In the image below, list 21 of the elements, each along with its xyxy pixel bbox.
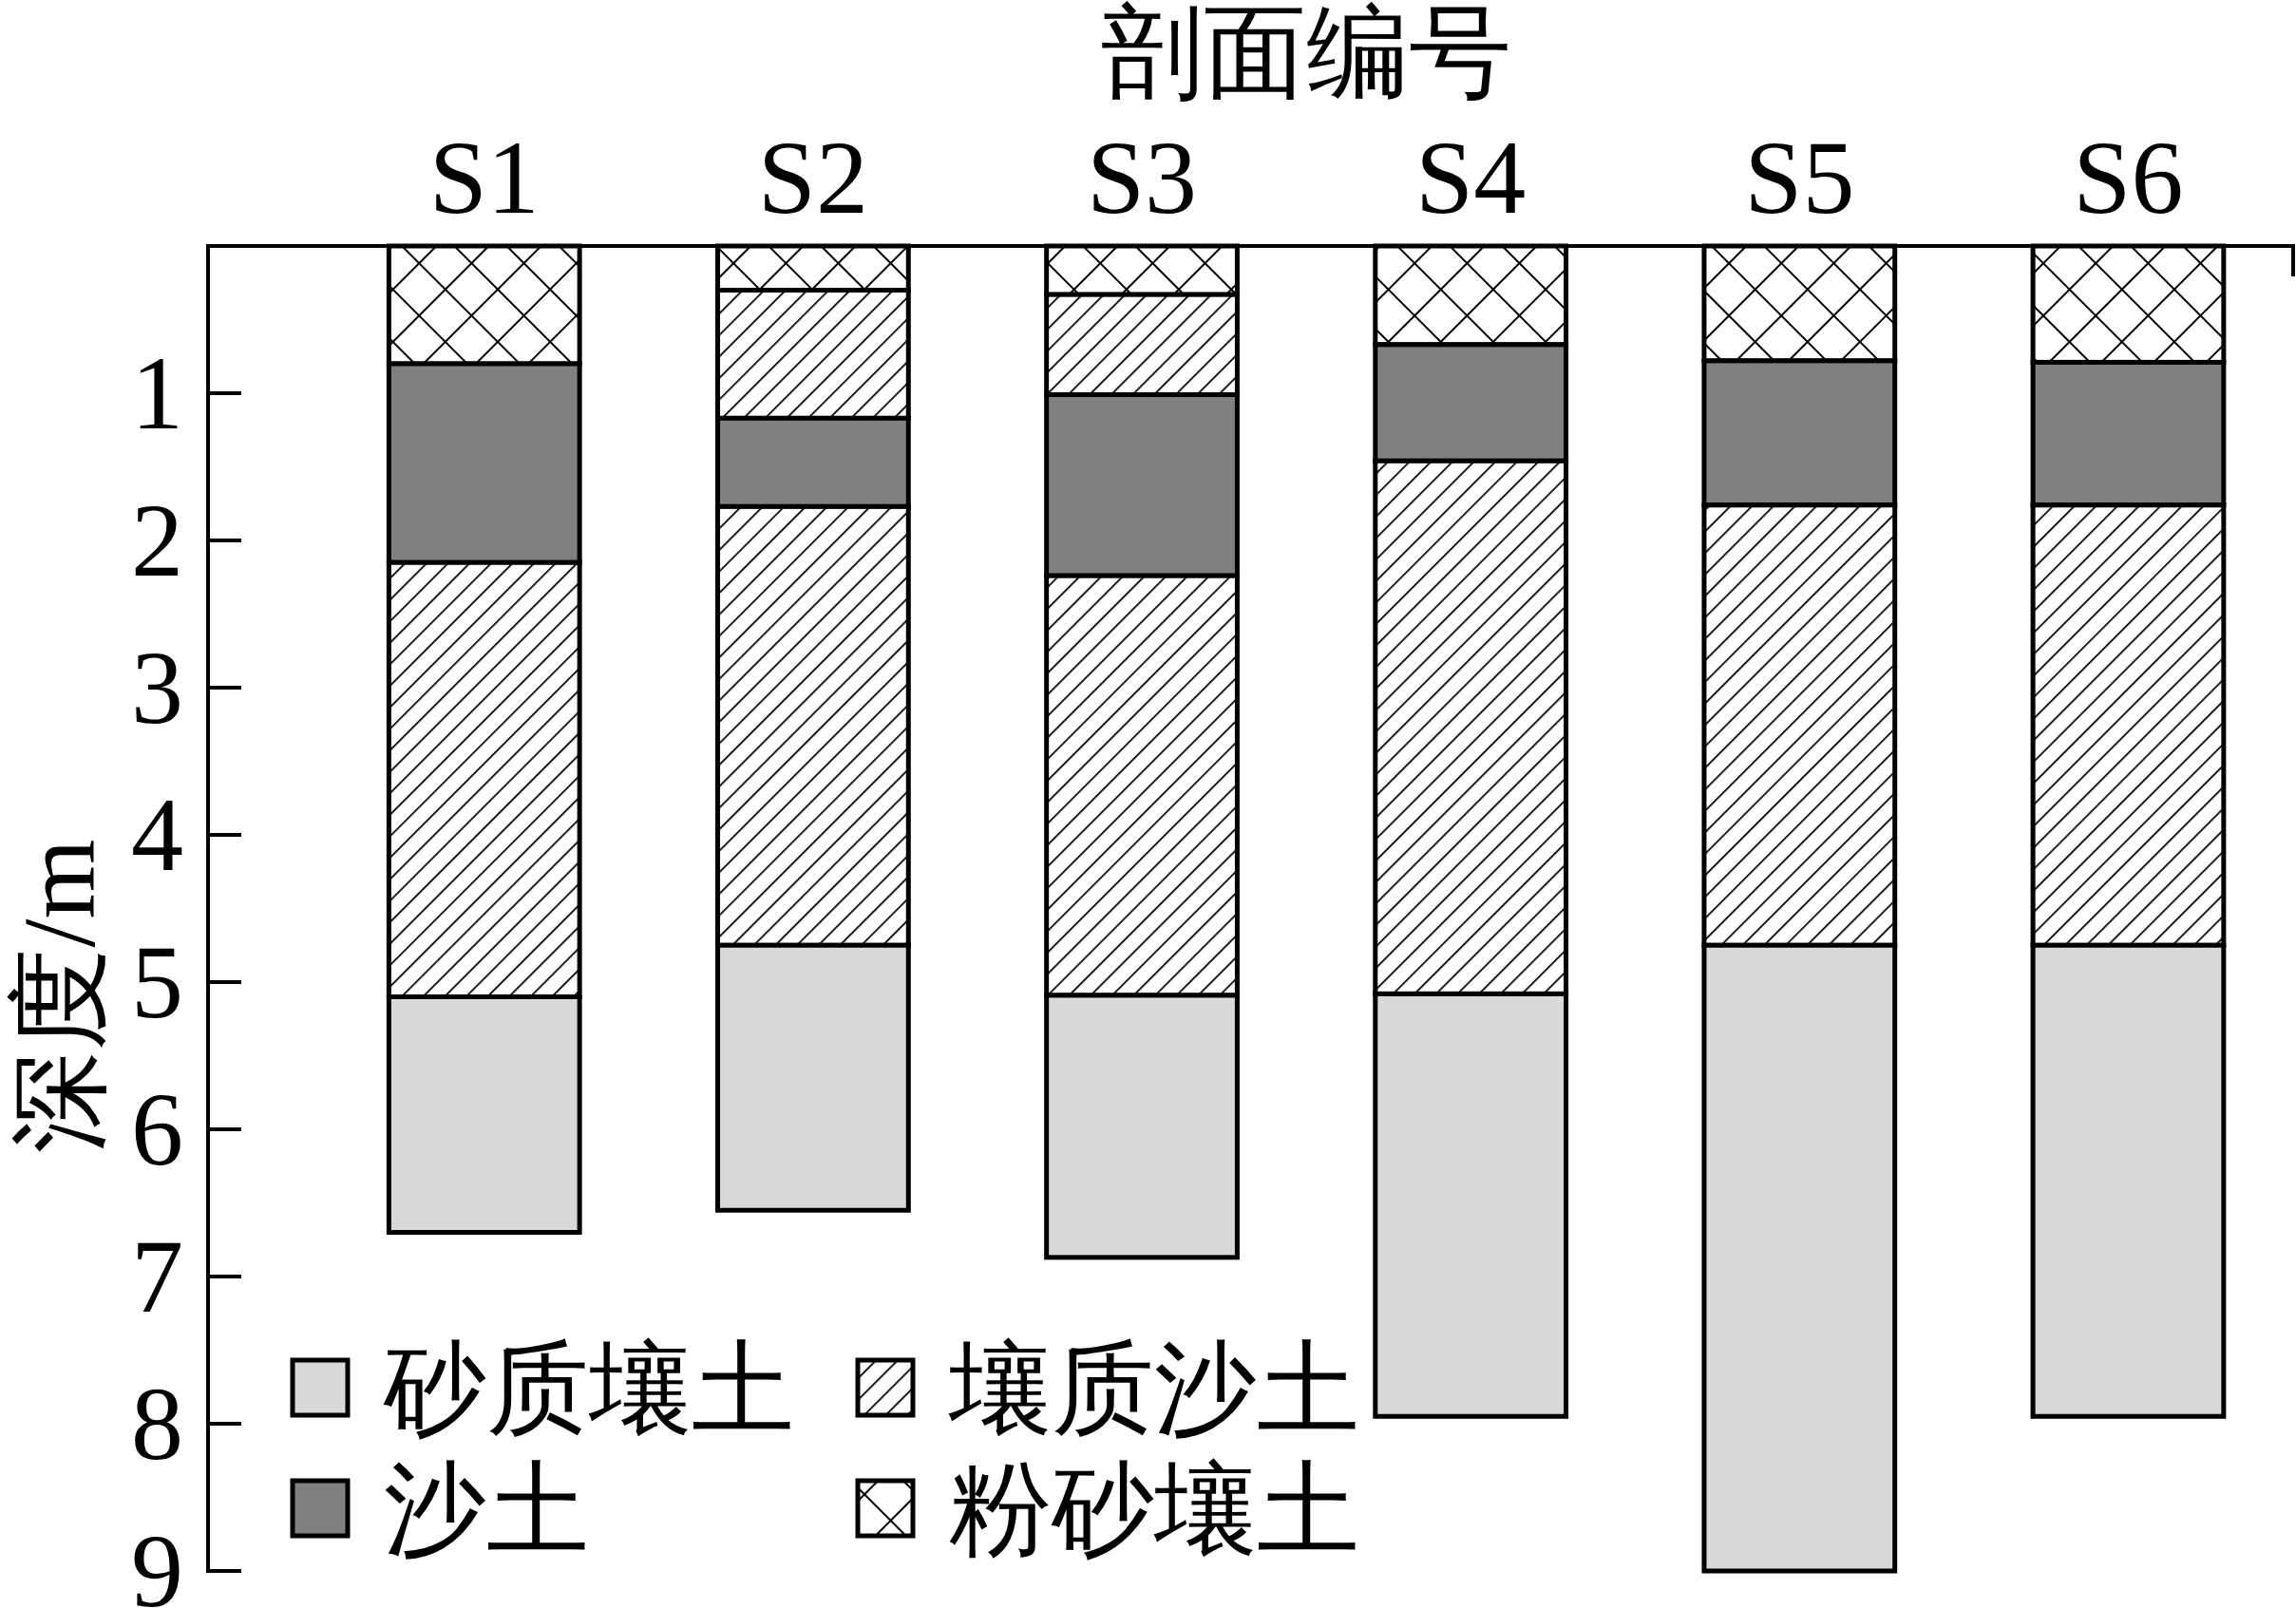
legend-label: 粉砂壤土: [949, 1453, 1359, 1566]
y-tick-label: 1: [131, 335, 183, 451]
x-tick-label: S2: [757, 120, 868, 236]
x-tick-label: S6: [2073, 120, 2184, 236]
y-axis-title: 深度/m: [2, 839, 116, 1153]
y-tick-label: 6: [131, 1071, 183, 1187]
y-tick-label: 8: [131, 1366, 183, 1482]
legend-label: 壤质沙土: [948, 1333, 1359, 1446]
y-tick-label: 5: [131, 924, 183, 1040]
legend-label: 砂质壤土: [383, 1333, 794, 1446]
y-tick-label: 3: [131, 630, 183, 746]
y-tick-label: 4: [131, 777, 183, 893]
x-tick-label: S1: [428, 120, 540, 236]
x-axis-title: 剖面编号: [1101, 0, 1512, 109]
y-tick-label: 2: [131, 482, 183, 598]
legend-label: 沙土: [384, 1453, 589, 1566]
x-tick-label: S3: [1086, 120, 1198, 236]
x-tick-label: S4: [1415, 120, 1527, 236]
y-tick-label: 7: [131, 1219, 183, 1334]
y-tick-label: 9: [131, 1513, 183, 1608]
x-tick-label: S5: [1744, 120, 1855, 236]
